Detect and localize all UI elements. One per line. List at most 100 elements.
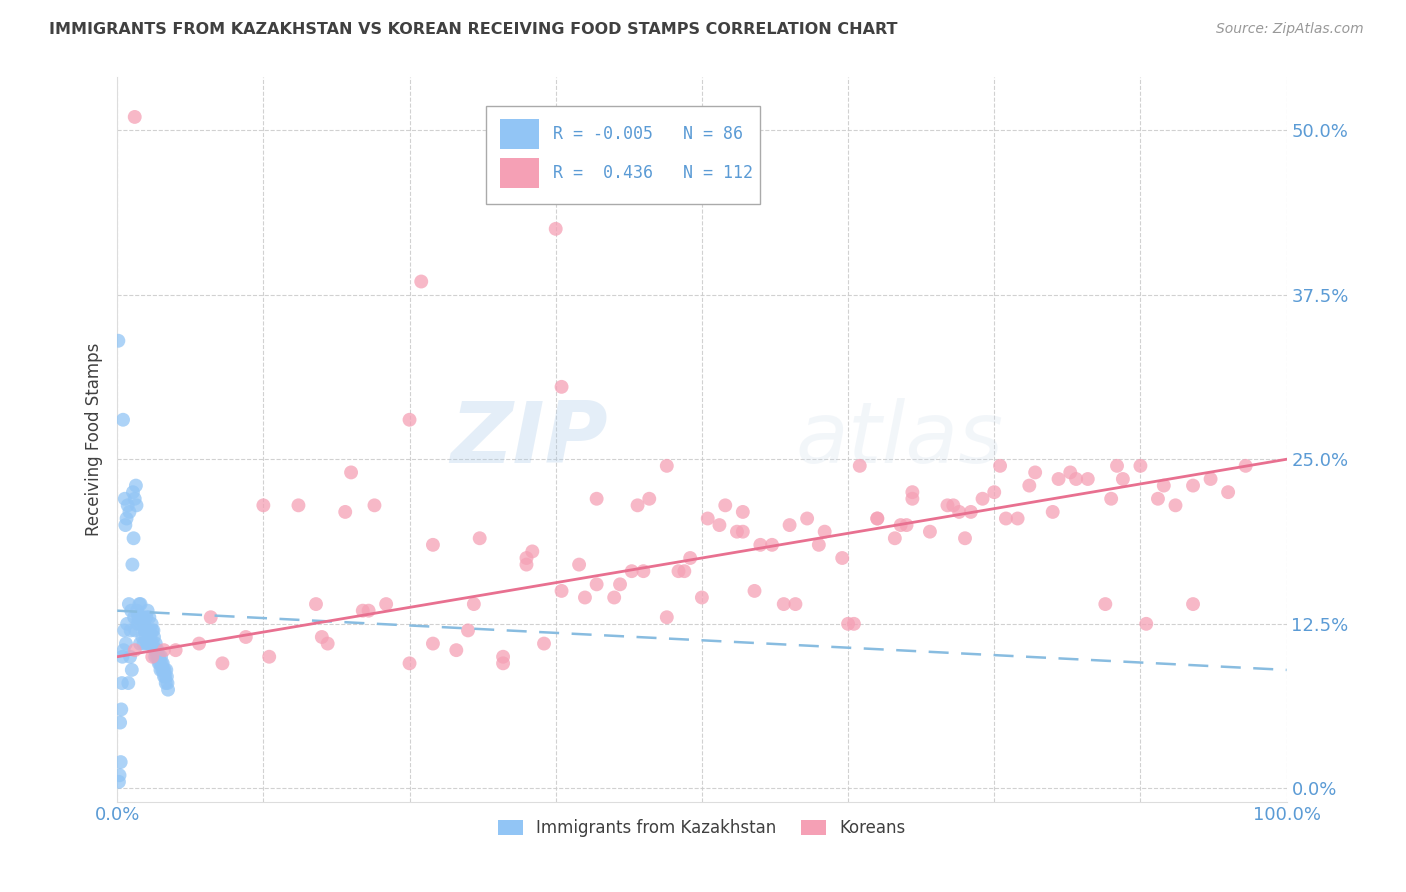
Point	[988, 458, 1011, 473]
Point	[761, 538, 783, 552]
Point	[138, 610, 160, 624]
Point	[114, 491, 136, 506]
Point	[155, 663, 177, 677]
Point	[188, 637, 211, 651]
Point	[936, 499, 959, 513]
Text: Source: ZipAtlas.com: Source: ZipAtlas.com	[1216, 22, 1364, 37]
Point	[122, 610, 145, 624]
Point	[135, 610, 157, 624]
Point	[1182, 478, 1205, 492]
Point	[132, 637, 155, 651]
Point	[960, 505, 983, 519]
Point	[110, 702, 132, 716]
Point	[515, 558, 537, 572]
FancyBboxPatch shape	[499, 119, 540, 149]
Point	[1112, 472, 1135, 486]
Point	[139, 624, 162, 638]
Point	[145, 643, 167, 657]
Point	[257, 649, 280, 664]
Point	[1042, 505, 1064, 519]
Point	[731, 524, 754, 539]
Point	[128, 610, 150, 624]
Point	[127, 616, 149, 631]
Point	[149, 657, 172, 671]
Point	[157, 682, 180, 697]
Point	[117, 499, 139, 513]
Point	[1199, 472, 1222, 486]
Point	[673, 564, 696, 578]
Point	[149, 663, 172, 677]
Point	[972, 491, 994, 506]
Point	[112, 624, 135, 638]
Point	[124, 110, 146, 124]
Text: atlas: atlas	[796, 398, 1004, 481]
Point	[165, 643, 187, 657]
Point	[1024, 466, 1046, 480]
Point	[125, 478, 148, 492]
Point	[211, 657, 233, 671]
Point	[143, 643, 166, 657]
Point	[544, 222, 567, 236]
Point	[696, 511, 718, 525]
Point	[842, 616, 865, 631]
Point	[287, 499, 309, 513]
Point	[690, 591, 713, 605]
Point	[131, 630, 153, 644]
Point	[398, 413, 420, 427]
Point	[626, 499, 648, 513]
Point	[115, 616, 138, 631]
Point	[142, 624, 165, 638]
Point	[731, 505, 754, 519]
Point	[1059, 466, 1081, 480]
Point	[200, 610, 222, 624]
Point	[122, 485, 145, 500]
Point	[585, 491, 607, 506]
Point	[814, 524, 837, 539]
Point	[749, 538, 772, 552]
Point	[901, 491, 924, 506]
Point	[655, 610, 678, 624]
Point	[422, 637, 444, 651]
Point	[948, 505, 970, 519]
Point	[110, 755, 132, 769]
Point	[896, 518, 918, 533]
Point	[574, 591, 596, 605]
Point	[143, 649, 166, 664]
Point	[837, 616, 859, 631]
Point	[1105, 458, 1128, 473]
Text: R =  0.436   N = 112: R = 0.436 N = 112	[554, 164, 754, 182]
Point	[550, 583, 572, 598]
Point	[422, 538, 444, 552]
Point	[134, 624, 156, 638]
Point	[848, 458, 870, 473]
Point	[136, 637, 159, 651]
Point	[129, 616, 152, 631]
Point	[550, 380, 572, 394]
Point	[1153, 478, 1175, 492]
Point	[120, 604, 142, 618]
Point	[638, 491, 661, 506]
Point	[150, 663, 173, 677]
Point	[492, 649, 515, 664]
Point	[235, 630, 257, 644]
Point	[316, 637, 339, 651]
Point	[139, 630, 162, 644]
Text: ZIP: ZIP	[451, 398, 609, 481]
Point	[156, 669, 179, 683]
Point	[145, 637, 167, 651]
Point	[108, 768, 131, 782]
Point	[150, 657, 173, 671]
Point	[363, 499, 385, 513]
Point	[890, 518, 912, 533]
Point	[411, 275, 433, 289]
Point	[709, 518, 731, 533]
Point	[357, 604, 380, 618]
Point	[124, 643, 146, 657]
Point	[1147, 491, 1170, 506]
Point	[141, 616, 163, 631]
Point	[125, 499, 148, 513]
Point	[866, 511, 889, 525]
Point	[668, 564, 690, 578]
Point	[772, 597, 794, 611]
Point	[994, 511, 1017, 525]
